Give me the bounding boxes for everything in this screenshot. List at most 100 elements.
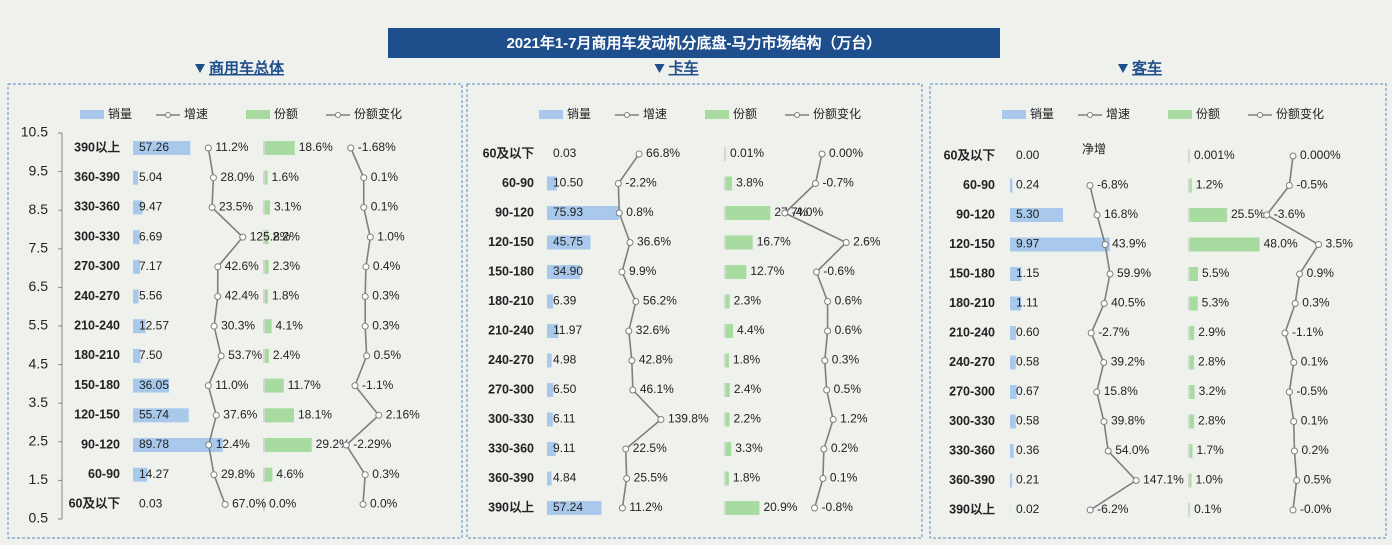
share-bar (726, 206, 771, 220)
growth-label: 139.8% (668, 412, 709, 426)
share-bar (1190, 385, 1195, 399)
legend-dot (335, 112, 341, 118)
y-tick-label: 1.5 (29, 471, 49, 487)
share-label: 0.1% (1194, 502, 1222, 516)
sales-label: 0.67 (1016, 384, 1040, 398)
sales-label: 0.36 (1016, 443, 1040, 457)
legend-label: 销量 (1030, 107, 1054, 121)
category-label: 390以上 (949, 501, 995, 516)
share-label: 2.3% (734, 294, 762, 308)
share-bar (1190, 355, 1195, 370)
growth-point (615, 209, 623, 217)
share-change-label: 0.1% (830, 471, 858, 485)
sales-bar (133, 319, 146, 334)
sales-bar (1010, 267, 1022, 281)
share-label: 11.7% (288, 378, 321, 392)
growth-label: 29.8% (221, 467, 255, 481)
growth-label: 23.5% (219, 200, 253, 214)
sales-bar (133, 141, 191, 155)
share-label: 4.6% (276, 467, 304, 481)
growth-label: 54.0% (1115, 443, 1149, 457)
share-change-point (366, 233, 374, 241)
growth-label: 147.1% (1143, 473, 1184, 487)
category-label: 390以上 (488, 499, 534, 514)
y-tick-label: 9.5 (29, 162, 49, 178)
share-change-label: -2.29% (353, 437, 391, 451)
share-change-label: 0.1% (1301, 355, 1329, 369)
share-change-label: 1.2% (840, 412, 868, 426)
y-tick-label: 3.5 (29, 394, 49, 410)
legend-swatch (1002, 110, 1026, 119)
share-label: 0.01% (730, 146, 764, 160)
growth-point (214, 293, 222, 300)
growth-label: 22.5% (633, 441, 667, 455)
growth-line (1089, 185, 1138, 511)
share-change-label: -0.8% (822, 500, 854, 514)
share-change-label: 0.2% (831, 441, 859, 455)
sales-bar (547, 412, 553, 427)
share-bar (265, 319, 272, 334)
panel-frame (929, 83, 1387, 539)
growth-point (632, 298, 640, 305)
category-label: 60-90 (502, 176, 534, 190)
sales-bar (133, 408, 189, 423)
category-label: 210-240 (949, 325, 995, 339)
share-bar (1190, 296, 1198, 311)
title-box (388, 28, 1000, 58)
share-change-label: 0.1% (371, 200, 399, 214)
share-label: 12.7% (750, 264, 784, 278)
share-change-point (1281, 329, 1289, 337)
sales-bar (1010, 444, 1014, 458)
share-change-label: -0.5% (1296, 384, 1328, 398)
share-label: 3.2% (1199, 384, 1227, 398)
share-change-point (1289, 506, 1297, 514)
growth-label: 43.9% (1112, 237, 1146, 251)
share-change-point (819, 475, 827, 482)
growth-label: 11.2% (629, 500, 662, 514)
share-bar (726, 294, 730, 309)
sales-bar (133, 170, 139, 185)
growth-point (217, 352, 225, 360)
share-label: 2.2% (734, 412, 762, 426)
growth-label: 25.5% (634, 471, 668, 485)
share-bar (265, 289, 268, 304)
share-bar (265, 378, 284, 393)
category-label: 210-240 (488, 323, 534, 337)
sales-label: 45.75 (553, 235, 583, 249)
category-label: 180-210 (488, 294, 534, 308)
growth-label: -2.7% (1098, 325, 1130, 339)
sales-bar (547, 265, 581, 279)
share-change-label: -1.1% (362, 378, 394, 392)
share-bar (1190, 267, 1198, 281)
category-label: 270-300 (74, 259, 120, 273)
share-bar (726, 471, 729, 486)
sales-label: 57.24 (553, 500, 583, 514)
growth-point (208, 203, 216, 211)
category-label: 150-180 (488, 264, 534, 278)
legend-dot (794, 112, 800, 118)
sales-bar (133, 378, 170, 393)
sales-label: 55.74 (139, 407, 169, 421)
share-change-point (342, 441, 350, 449)
share-bar (1190, 414, 1195, 429)
share-change-point (781, 209, 789, 217)
sales-bar (1010, 355, 1016, 370)
category-label: 360-390 (74, 170, 120, 184)
sales-label: 9.47 (139, 200, 163, 214)
share-label: 2.2% (273, 229, 301, 243)
sales-label: 5.30 (1016, 207, 1040, 221)
share-bar (265, 348, 269, 363)
category-label: 120-150 (949, 237, 995, 251)
share-change-point (818, 150, 826, 158)
sales-bar (1010, 208, 1063, 222)
share-change-point (1296, 270, 1304, 278)
growth-point (625, 327, 633, 335)
share-bar (265, 438, 312, 452)
share-change-label: -1.1% (1292, 325, 1324, 339)
growth-point (210, 471, 218, 479)
share-change-point (360, 203, 368, 211)
growth-point (1100, 418, 1108, 425)
growth-point (628, 357, 636, 364)
growth-label: 56.2% (643, 294, 677, 308)
share-change-label: -0.5% (1296, 178, 1328, 192)
